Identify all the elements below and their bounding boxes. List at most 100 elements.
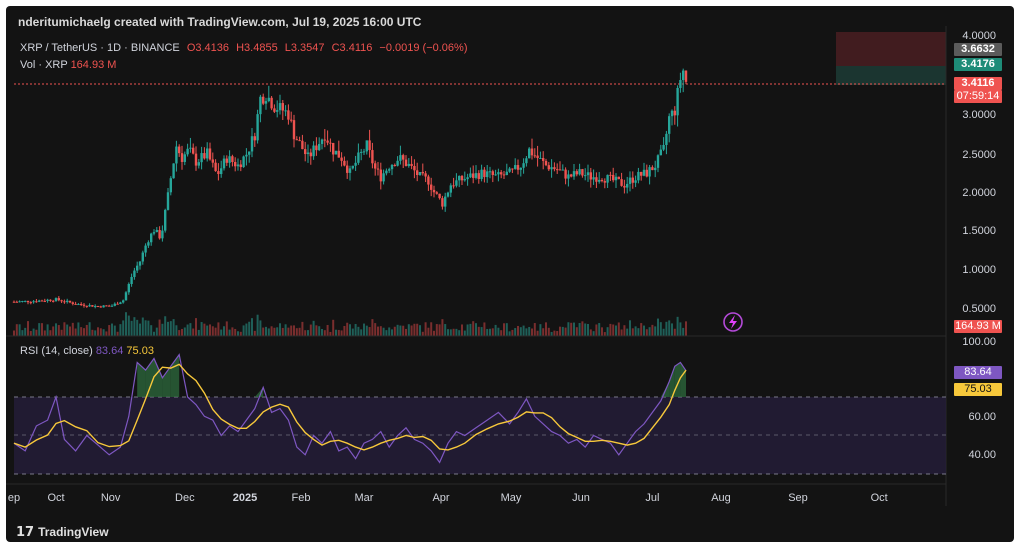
volume-bar bbox=[83, 328, 85, 336]
candle-body bbox=[82, 304, 86, 306]
tradingview-logo-icon: 𝟭𝟳 bbox=[16, 524, 35, 539]
candle-body bbox=[603, 181, 606, 183]
badge-countdown: 07:59:14 bbox=[954, 90, 1002, 103]
volume-bar bbox=[43, 330, 46, 336]
rsi-tick-label: 40.00 bbox=[968, 449, 996, 461]
symbol-info-bar[interactable]: XRP / TetherUS · 1D · BINANCE O3.4136 H3… bbox=[20, 42, 472, 54]
candle-body bbox=[586, 172, 590, 176]
badge-green-level: 3.4176 bbox=[954, 58, 1002, 71]
candle-body bbox=[348, 168, 352, 173]
volume-bar bbox=[139, 323, 141, 336]
volume-bar bbox=[685, 321, 687, 336]
lightning-icon[interactable] bbox=[723, 312, 743, 332]
tradingview-logo[interactable]: 𝟭𝟳 TradingView bbox=[16, 524, 109, 540]
candle-body bbox=[340, 157, 343, 161]
candle-body bbox=[502, 174, 506, 176]
volume-bar bbox=[228, 329, 231, 336]
volume-bar bbox=[237, 331, 239, 336]
volume-bar bbox=[91, 329, 94, 336]
volume-bar bbox=[29, 331, 32, 336]
volume-bar bbox=[665, 321, 668, 336]
volume-bar bbox=[133, 317, 136, 336]
candle-body bbox=[57, 298, 60, 301]
volume-bar bbox=[455, 328, 458, 336]
candle-body bbox=[15, 301, 18, 303]
volume-bars-group bbox=[13, 312, 687, 336]
x-tick-label: ep bbox=[8, 492, 20, 504]
volume-bar bbox=[270, 326, 273, 336]
candle-body bbox=[676, 87, 679, 116]
volume-bar bbox=[545, 322, 547, 336]
volume-bar bbox=[407, 324, 410, 336]
volume-bar bbox=[508, 331, 511, 336]
volume-bar bbox=[377, 326, 379, 336]
symbol-name[interactable]: XRP / TetherUS · 1D · BINANCE bbox=[20, 42, 180, 54]
volume-bar bbox=[273, 327, 276, 336]
rsi-overbought-fill bbox=[137, 362, 146, 397]
candle-body bbox=[329, 142, 332, 144]
y-tick-label: 2.0000 bbox=[962, 187, 996, 199]
candle-body bbox=[158, 229, 161, 239]
volume-bar bbox=[399, 325, 402, 336]
rsi-label: RSI (14, close) bbox=[20, 345, 93, 357]
volume-legend[interactable]: Vol · XRP 164.93 M bbox=[20, 59, 116, 71]
volume-bar bbox=[547, 327, 550, 336]
candle-body bbox=[130, 276, 133, 284]
volume-bar bbox=[363, 323, 365, 336]
candle-body bbox=[234, 162, 237, 167]
candle-body bbox=[180, 153, 184, 162]
volume-bar bbox=[682, 327, 685, 336]
candle-body bbox=[564, 169, 567, 179]
rsi-legend[interactable]: RSI (14, close) 83.64 75.03 bbox=[20, 345, 154, 357]
candle-body bbox=[382, 173, 385, 182]
candle-body bbox=[407, 163, 410, 166]
y-axis-ticks: 4.0000 3.0000 2.5000 2.0000 1.5000 1.0000 0.50… bbox=[962, 30, 996, 461]
volume-bar bbox=[206, 325, 209, 336]
volume-bar bbox=[475, 323, 477, 336]
candle-body bbox=[88, 305, 91, 307]
candle-body bbox=[497, 172, 500, 175]
volume-bar bbox=[673, 328, 676, 336]
volume-bar bbox=[612, 324, 615, 336]
candle-body bbox=[374, 163, 377, 169]
candle-body bbox=[536, 155, 539, 159]
candle-body bbox=[522, 163, 525, 168]
candle-body bbox=[323, 139, 326, 141]
volume-bar bbox=[629, 320, 631, 336]
candle-body bbox=[183, 154, 186, 162]
volume-bar bbox=[281, 327, 284, 336]
volume-bar bbox=[309, 324, 312, 336]
candle-body bbox=[320, 139, 324, 144]
candle-body bbox=[595, 177, 598, 182]
volume-bar bbox=[69, 326, 71, 336]
volume-bar bbox=[245, 323, 248, 336]
volume-bar bbox=[559, 326, 561, 336]
volume-bar bbox=[329, 331, 332, 336]
candle-body bbox=[91, 305, 94, 307]
candle-body bbox=[617, 176, 620, 180]
candle-body bbox=[670, 110, 674, 117]
volume-bar bbox=[360, 329, 363, 336]
volume-bar bbox=[486, 328, 489, 336]
volume-value: 164.93 M bbox=[70, 59, 117, 71]
volume-bar bbox=[178, 330, 181, 336]
candle-body bbox=[528, 148, 531, 159]
volume-bar bbox=[584, 323, 587, 336]
candle-body bbox=[197, 162, 200, 166]
candle-body bbox=[505, 171, 508, 176]
volume-bar bbox=[153, 331, 155, 336]
candle-body bbox=[245, 154, 248, 157]
volume-bar bbox=[298, 327, 301, 336]
x-tick-label: Mar bbox=[355, 492, 374, 504]
candle-body bbox=[206, 148, 209, 159]
price-chart[interactable]: 4.0000 3.0000 2.5000 2.0000 1.5000 1.0000 0.50… bbox=[6, 6, 1014, 542]
candle-body bbox=[354, 162, 357, 166]
volume-bar bbox=[463, 330, 466, 336]
volume-bar bbox=[494, 324, 497, 336]
volume-bar bbox=[581, 321, 584, 336]
y-tick-label: 3.0000 bbox=[962, 109, 996, 121]
volume-bar bbox=[326, 324, 329, 336]
candle-body bbox=[35, 301, 38, 303]
volume-bar bbox=[24, 327, 27, 336]
candle-body bbox=[273, 108, 276, 112]
